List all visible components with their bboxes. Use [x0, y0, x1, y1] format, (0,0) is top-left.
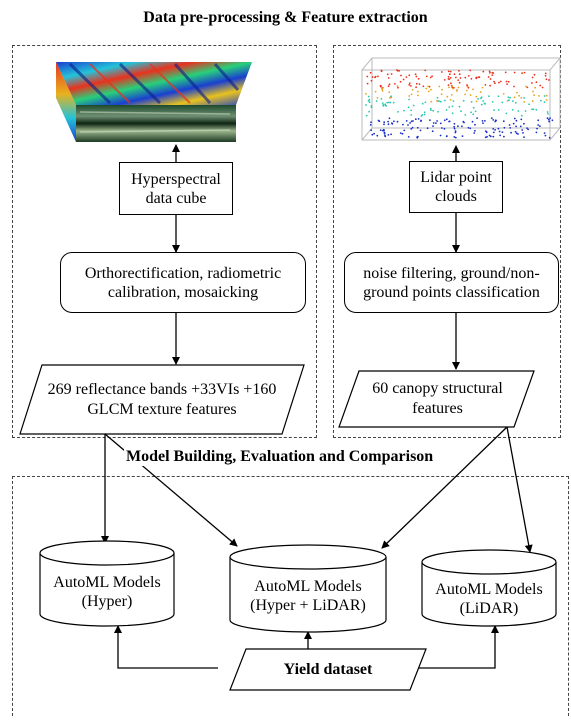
yield-dataset-label: Yield dataset — [283, 660, 373, 678]
model-lidar-line2: (LiDAR) — [459, 600, 519, 617]
hyperspectral-processing-box: Orthorectification, radiometric calibrat… — [60, 252, 306, 313]
model-section — [12, 476, 569, 716]
model-hyper-lidar-line1: AutoML Models — [254, 578, 362, 595]
lidar-processing-box: noise filtering, ground/non-ground point… — [344, 252, 559, 313]
model-hyper-lidar: AutoML Models (Hyper + LiDAR) — [230, 577, 386, 615]
model-building-title: Model Building, Evaluation and Compariso… — [124, 448, 436, 466]
lidar-cloud-box: Lidar point clouds — [409, 161, 503, 213]
model-hyper-line1: AutoML Models — [53, 574, 161, 591]
model-hyper: AutoML Models (Hyper) — [40, 573, 174, 611]
lidar-features-label: 60 canopy structural features — [372, 380, 503, 417]
model-hyper-line2: (Hyper) — [81, 593, 133, 610]
model-lidar: AutoML Models (LiDAR) — [422, 580, 556, 618]
model-lidar-line1: AutoML Models — [435, 581, 543, 598]
hyperspectral-features-label: 269 reflectance bands +33VIs +160 GLCM t… — [47, 380, 277, 418]
preprocessing-title: Data pre-processing & Feature extraction — [143, 9, 428, 26]
hyperspectral-cube-box: Hyperspectral data cube — [119, 162, 233, 215]
model-hyper-lidar-line2: (Hyper + LiDAR) — [250, 597, 366, 614]
